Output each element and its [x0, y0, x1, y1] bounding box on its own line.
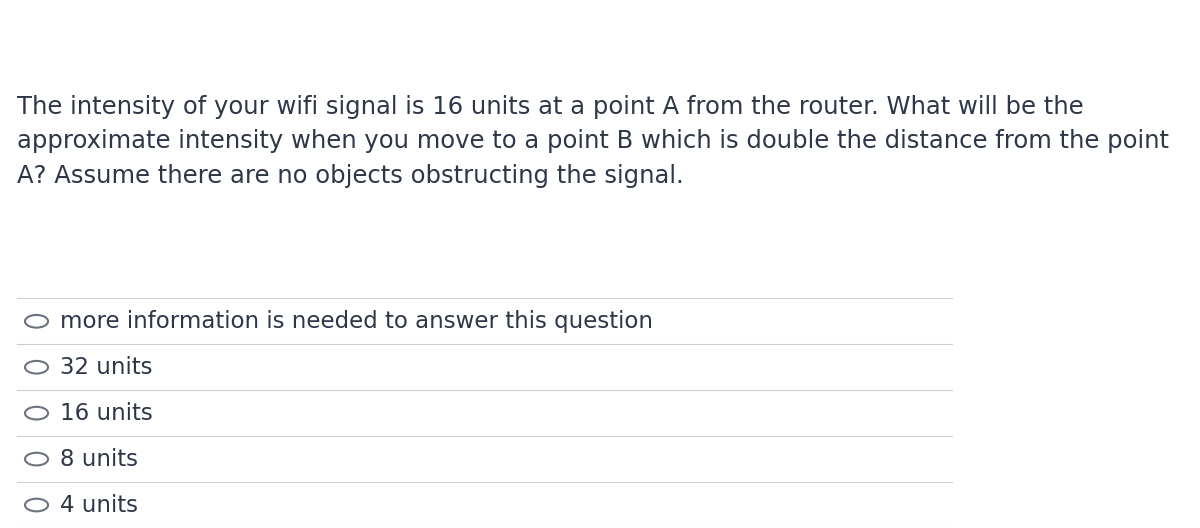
Text: more information is needed to answer this question: more information is needed to answer thi…	[60, 310, 653, 333]
Text: 32 units: 32 units	[60, 356, 152, 379]
Text: 4 units: 4 units	[60, 494, 138, 516]
Text: The intensity of your wifi signal is 16 units at a point A from the router. What: The intensity of your wifi signal is 16 …	[17, 95, 1169, 188]
Text: 16 units: 16 units	[60, 402, 152, 425]
Text: 8 units: 8 units	[60, 448, 138, 470]
